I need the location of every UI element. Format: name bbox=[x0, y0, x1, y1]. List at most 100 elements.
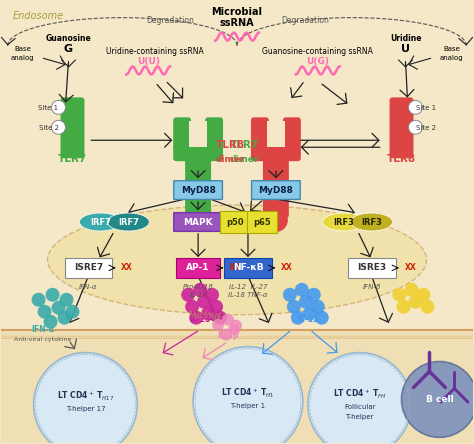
Text: ISRE3: ISRE3 bbox=[357, 263, 386, 272]
Circle shape bbox=[52, 100, 65, 115]
Text: T-helper: T-helper bbox=[346, 414, 374, 420]
Circle shape bbox=[181, 288, 195, 302]
Circle shape bbox=[197, 295, 211, 309]
Text: Endosome: Endosome bbox=[13, 11, 64, 20]
Text: Base: Base bbox=[14, 46, 31, 52]
Text: TLR8: TLR8 bbox=[216, 140, 245, 150]
Text: IL-23: IL-23 bbox=[190, 315, 211, 324]
Text: ssRNA: ssRNA bbox=[219, 18, 255, 28]
Circle shape bbox=[65, 305, 80, 319]
Circle shape bbox=[401, 361, 474, 437]
Text: T-helper 1: T-helper 1 bbox=[230, 404, 265, 409]
Text: analog: analog bbox=[439, 55, 463, 60]
FancyBboxPatch shape bbox=[173, 117, 191, 161]
Text: Nucleus: Nucleus bbox=[189, 311, 222, 320]
Text: Site 2: Site 2 bbox=[38, 125, 59, 131]
FancyBboxPatch shape bbox=[176, 258, 220, 278]
Circle shape bbox=[409, 295, 422, 309]
Text: IRF7: IRF7 bbox=[118, 218, 139, 226]
Circle shape bbox=[189, 311, 203, 325]
Text: Guanosine: Guanosine bbox=[46, 34, 91, 43]
Text: Microbial: Microbial bbox=[211, 7, 263, 17]
Circle shape bbox=[32, 293, 46, 307]
FancyBboxPatch shape bbox=[185, 152, 211, 218]
Circle shape bbox=[222, 314, 234, 326]
Circle shape bbox=[37, 305, 52, 319]
Text: Degradation: Degradation bbox=[281, 16, 329, 24]
Text: NF-κB: NF-κB bbox=[233, 263, 263, 272]
Text: IFN-β: IFN-β bbox=[363, 284, 381, 290]
Ellipse shape bbox=[108, 213, 149, 231]
Circle shape bbox=[57, 311, 72, 325]
Text: IL-18 TNF-α: IL-18 TNF-α bbox=[228, 292, 268, 298]
FancyBboxPatch shape bbox=[176, 145, 220, 159]
Circle shape bbox=[404, 283, 419, 297]
Text: B cell: B cell bbox=[426, 395, 453, 404]
Text: IRF7: IRF7 bbox=[90, 218, 111, 226]
Text: LT CD4$^+$ T$_{H1}$: LT CD4$^+$ T$_{H1}$ bbox=[221, 387, 275, 400]
Text: IL-23: IL-23 bbox=[190, 292, 207, 298]
Text: Follicular: Follicular bbox=[344, 404, 375, 410]
Text: U(U): U(U) bbox=[137, 57, 160, 67]
Text: LT CD4$^+$ T$_{FH}$: LT CD4$^+$ T$_{FH}$ bbox=[333, 388, 386, 401]
FancyBboxPatch shape bbox=[254, 145, 298, 159]
Circle shape bbox=[287, 300, 301, 314]
Text: Site 1: Site 1 bbox=[38, 105, 59, 111]
Circle shape bbox=[392, 288, 407, 302]
Text: IL-1β: IL-1β bbox=[217, 331, 239, 340]
Circle shape bbox=[409, 120, 422, 134]
FancyBboxPatch shape bbox=[174, 181, 222, 199]
Ellipse shape bbox=[47, 205, 427, 315]
Text: Guanosine-containing ssRNA: Guanosine-containing ssRNA bbox=[262, 47, 373, 56]
Circle shape bbox=[291, 311, 305, 325]
Text: Anti-viral cytokine: Anti-viral cytokine bbox=[14, 337, 71, 341]
Text: T-helper 17: T-helper 17 bbox=[65, 406, 105, 412]
Circle shape bbox=[185, 300, 199, 314]
FancyBboxPatch shape bbox=[220, 211, 250, 233]
Circle shape bbox=[397, 300, 410, 314]
Circle shape bbox=[295, 283, 309, 297]
FancyBboxPatch shape bbox=[205, 117, 223, 161]
Circle shape bbox=[420, 300, 434, 314]
Circle shape bbox=[46, 288, 60, 302]
Text: TLR8: TLR8 bbox=[387, 154, 416, 164]
Circle shape bbox=[193, 347, 303, 444]
Ellipse shape bbox=[80, 213, 121, 231]
Circle shape bbox=[308, 353, 411, 444]
Circle shape bbox=[220, 329, 232, 341]
Text: dimer: dimer bbox=[230, 155, 260, 164]
Text: XX: XX bbox=[121, 263, 133, 272]
Circle shape bbox=[230, 320, 242, 332]
Circle shape bbox=[283, 288, 297, 302]
Circle shape bbox=[201, 307, 215, 321]
Text: U(G): U(G) bbox=[306, 57, 329, 67]
Circle shape bbox=[417, 288, 430, 302]
Circle shape bbox=[34, 353, 137, 444]
Circle shape bbox=[307, 288, 321, 302]
Circle shape bbox=[264, 208, 288, 232]
Text: IFN-α: IFN-α bbox=[31, 325, 54, 333]
Text: Base: Base bbox=[443, 46, 460, 52]
Circle shape bbox=[315, 311, 329, 325]
FancyBboxPatch shape bbox=[0, 329, 474, 443]
Text: U: U bbox=[401, 44, 410, 54]
FancyBboxPatch shape bbox=[283, 117, 301, 161]
Text: XX: XX bbox=[229, 263, 241, 272]
Text: p65: p65 bbox=[253, 218, 271, 226]
Ellipse shape bbox=[351, 213, 392, 231]
Text: IRF3: IRF3 bbox=[361, 218, 382, 226]
Ellipse shape bbox=[323, 213, 365, 231]
FancyBboxPatch shape bbox=[263, 152, 289, 218]
Circle shape bbox=[209, 300, 223, 314]
Text: G: G bbox=[64, 44, 73, 54]
FancyBboxPatch shape bbox=[189, 121, 207, 147]
FancyBboxPatch shape bbox=[247, 211, 277, 233]
Circle shape bbox=[186, 208, 210, 232]
FancyBboxPatch shape bbox=[347, 258, 395, 278]
Text: Pro-IL-1β: Pro-IL-1β bbox=[182, 284, 214, 290]
Text: MyD88: MyD88 bbox=[181, 186, 216, 194]
FancyBboxPatch shape bbox=[64, 258, 112, 278]
Circle shape bbox=[213, 311, 227, 325]
Text: IL-12  IL-27: IL-12 IL-27 bbox=[229, 284, 267, 290]
Text: dimer: dimer bbox=[216, 155, 245, 164]
